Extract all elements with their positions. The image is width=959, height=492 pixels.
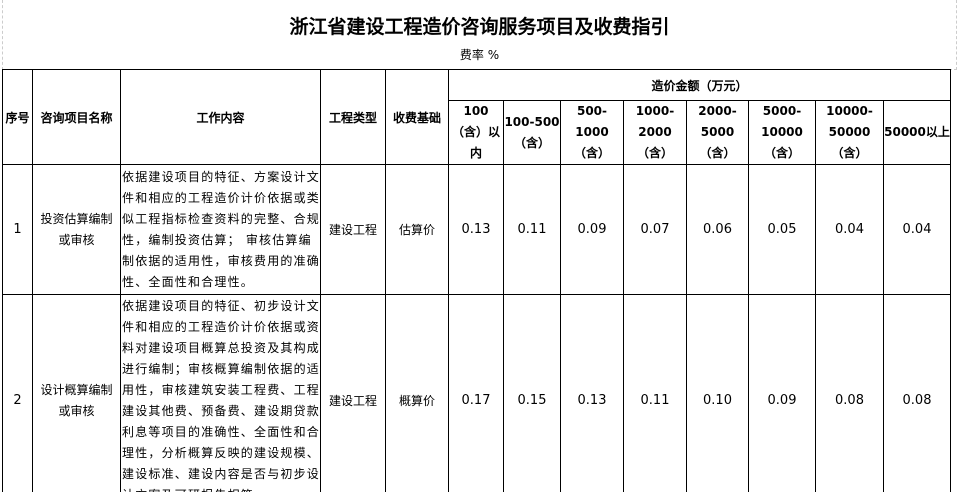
cell-rate: 0.13: [448, 164, 504, 295]
cell-rate: 0.07: [623, 164, 687, 295]
cell-work: 依据建设项目的特征、方案设计文件和相应的工程造价计价依据或类似工程指标检查资料的…: [120, 164, 321, 295]
cell-rate: 0.15: [503, 294, 561, 492]
page-title: 浙江省建设工程造价咨询服务项目及收费指引: [289, 16, 670, 38]
cell-rate: 0.04: [815, 164, 884, 295]
header-range: 50000以上: [883, 100, 951, 165]
cell-rate: 0.09: [560, 164, 624, 295]
cell-rate: 0.09: [748, 294, 816, 492]
subtitle: 费率 %: [459, 48, 500, 62]
header-range: 2000-5000（含）: [686, 100, 749, 165]
cell-rate: 0.13: [560, 294, 624, 492]
header-range: 10000-50000（含）: [815, 100, 884, 165]
table-row: 2 设计概算编制或审核 依据建设项目的特征、初步设计文件和相应的工程造价计价依据或资…: [2, 294, 951, 492]
cell-basis: 估算价: [385, 164, 449, 295]
cell-type: 建设工程: [320, 294, 386, 492]
header-type: 工程类型: [320, 69, 386, 165]
cell-rate: 0.06: [686, 164, 749, 295]
cell-rate: 0.11: [503, 164, 561, 295]
cell-basis: 概算价: [385, 294, 449, 492]
cell-rate: 0.04: [883, 164, 951, 295]
cell-work: 依据建设项目的特征、初步设计文件和相应的工程造价计价依据或资料对建设项目概算总投…: [120, 294, 321, 492]
cell-rate: 0.08: [883, 294, 951, 492]
header-amount: 造价金额（万元）: [448, 69, 951, 101]
header-basis: 收费基础: [385, 69, 449, 165]
fee-table: 序号 咨询项目名称 工作内容 工程类型 收费基础 造价金额（万元） 100（含）…: [2, 69, 951, 492]
header-seq: 序号: [2, 69, 33, 165]
cell-rate: 0.11: [623, 294, 687, 492]
header-range: 5000-10000（含）: [748, 100, 816, 165]
cell-type: 建设工程: [320, 164, 386, 295]
cell-rate: 0.05: [748, 164, 816, 295]
header-range: 100（含）以内: [448, 100, 504, 165]
header-range: 500-1000（含）: [560, 100, 624, 165]
cell-name: 投资估算编制或审核: [32, 164, 121, 295]
header-range: 100-500（含）: [503, 100, 561, 165]
cell-seq: 1: [2, 164, 33, 295]
header-range: 1000-2000（含）: [623, 100, 687, 165]
table-row: 1 投资估算编制或审核 依据建设项目的特征、方案设计文件和相应的工程造价计价依据或类…: [2, 164, 951, 295]
header-name: 咨询项目名称: [32, 69, 121, 165]
header-work: 工作内容: [120, 69, 321, 165]
cell-rate: 0.08: [815, 294, 884, 492]
cell-seq: 2: [2, 294, 33, 492]
cell-name: 设计概算编制或审核: [32, 294, 121, 492]
cell-rate: 0.17: [448, 294, 504, 492]
cell-rate: 0.10: [686, 294, 749, 492]
